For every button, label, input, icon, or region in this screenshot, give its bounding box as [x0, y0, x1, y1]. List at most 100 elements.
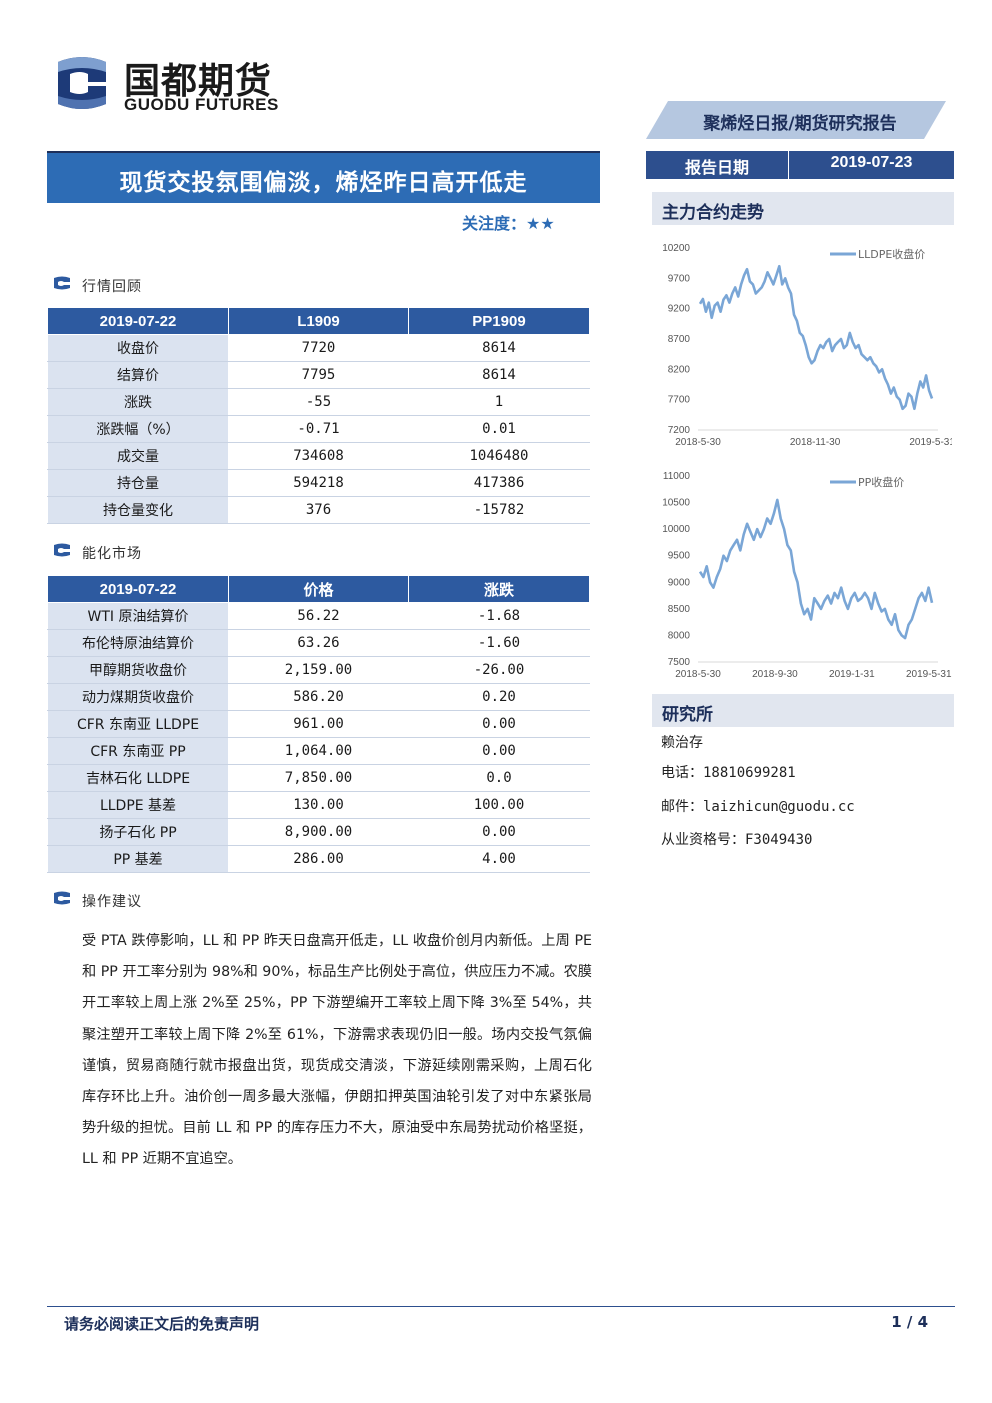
x-tick-label: 2018-11-30: [790, 437, 841, 448]
company-name-en: GUODU FUTURES: [124, 95, 279, 114]
row-label: 成交量: [47, 442, 229, 470]
table-cell: -0.71: [228, 415, 409, 443]
x-tick-label: 2018-5-30: [675, 669, 721, 680]
row-label: CFR 东南亚 PP: [47, 737, 229, 765]
company-name-cn: 国都期货: [124, 61, 273, 102]
date-divider: [788, 151, 789, 179]
table-cell: 1: [408, 388, 590, 416]
y-tick-label: 8500: [668, 604, 691, 615]
table-header-cell: 涨跌: [408, 575, 590, 603]
advice-paragraph: 受 PTA 跌停影响，LL 和 PP 昨天日盘高开低走，LL 收盘价创月内新低。…: [82, 933, 592, 1168]
table-cell: 0.01: [408, 415, 590, 443]
table-cell: -26.00: [408, 656, 590, 684]
y-tick-label: 7700: [668, 395, 691, 406]
x-tick-label: 2019-1-31: [829, 669, 875, 680]
row-label: 涨跌幅（%）: [47, 415, 229, 443]
table-cell: 0.00: [408, 710, 590, 738]
table-cell: 130.00: [228, 791, 409, 819]
table-cell: 0.0: [408, 764, 590, 792]
table-cell: -1.60: [408, 629, 590, 657]
trend-section-header: [652, 192, 954, 225]
row-label: 甲醇期货收盘价: [47, 656, 229, 684]
analyst-name: 赖治存: [661, 735, 703, 751]
table-cell: 0.00: [408, 737, 590, 765]
table-cell: -55: [228, 388, 409, 416]
table-cell: 594218: [228, 469, 409, 497]
legend-label: PP收盘价: [858, 475, 904, 489]
section-bullet-icon: [54, 276, 70, 290]
row-label: PP 基差: [47, 845, 229, 873]
table-cell: 7795: [228, 361, 409, 389]
table-cell: 0.20: [408, 683, 590, 711]
y-tick-label: 9700: [668, 273, 691, 284]
page-number: 1 / 4: [891, 1313, 928, 1331]
table-cell: 63.26: [228, 629, 409, 657]
report-type-banner: [646, 101, 946, 139]
y-tick-label: 8000: [668, 630, 691, 641]
section-heading-energy-market: 能化市场: [82, 546, 142, 562]
row-label: 扬子石化 PP: [47, 818, 229, 846]
y-tick-label: 10200: [662, 243, 690, 254]
table-cell: 586.20: [228, 683, 409, 711]
y-tick-label: 9500: [668, 551, 691, 562]
table-header-cell: 2019-07-22: [47, 307, 229, 335]
row-label: LLDPE 基差: [47, 791, 229, 819]
table-cell: 1,064.00: [228, 737, 409, 765]
table-header-cell: PP1909: [408, 307, 590, 335]
report-date-value: 2019-07-23: [830, 154, 913, 171]
y-tick-label: 11000: [663, 471, 691, 482]
y-tick-label: 10000: [662, 524, 690, 535]
x-tick-label: 2018-5-30: [675, 437, 721, 448]
table-cell: 8,900.00: [228, 818, 409, 846]
table-header-cell: 2019-07-22: [47, 575, 229, 603]
table-cell: 8614: [408, 334, 590, 362]
row-label: 动力煤期货收盘价: [47, 683, 229, 711]
section-bullet-icon: [54, 891, 70, 905]
x-tick-label: 2019-5-31: [909, 437, 952, 448]
report-date-label: 报告日期: [684, 158, 749, 177]
row-label: 布伦特原油结算价: [47, 629, 229, 657]
energy-market-table: 2019-07-22 价格 涨跌 WTI 原油结算价 56.22 -1.68 布伦特…: [47, 575, 590, 873]
trend-section-title: 主力合约走势: [662, 203, 764, 223]
y-tick-label: 9000: [668, 577, 691, 588]
table-header-cell: 价格: [228, 575, 409, 603]
table-cell: 7,850.00: [228, 764, 409, 792]
page-title: 现货交投氛围偏淡，烯烃昨日高开低走: [119, 170, 528, 196]
series-line: [698, 264, 934, 411]
section-bullet-icon: [54, 543, 70, 557]
report-type-label: 聚烯烃日报/期货研究报告: [703, 114, 897, 134]
footer-rule: [47, 1306, 955, 1307]
table-cell: -1.68: [408, 602, 590, 630]
table-header-cell: L1909: [228, 307, 409, 335]
section-heading-market-review: 行情回顾: [82, 279, 142, 295]
table-cell: 56.22: [228, 602, 409, 630]
analyst-phone: 电话：18810699281: [661, 765, 796, 781]
y-tick-label: 9200: [668, 304, 691, 315]
row-label: 持仓量: [47, 469, 229, 497]
table-cell: -15782: [408, 496, 590, 524]
table-cell: 2,159.00: [228, 656, 409, 684]
table-cell: 376: [228, 496, 409, 524]
table-cell: 1046480: [408, 442, 590, 470]
y-tick-label: 8200: [668, 364, 691, 375]
row-label: 涨跌: [47, 388, 229, 416]
legend-label: LLDPE收盘价: [858, 247, 925, 261]
row-label: 结算价: [47, 361, 229, 389]
section-heading-advice: 操作建议: [82, 894, 142, 910]
pp-price-chart: 110001050010000950090008500800075002018-…: [662, 471, 952, 680]
focus-rating: 关注度：★★: [462, 214, 555, 233]
table-cell: 0.00: [408, 818, 590, 846]
analyst-email[interactable]: 邮件：laizhicun@guodu.cc: [661, 799, 855, 815]
row-label: 吉林石化 LLDPE: [47, 764, 229, 792]
futures-quote-table: 2019-07-22 L1909 PP1909 收盘价 7720 8614 结算价 7…: [47, 307, 590, 524]
title-rule: [47, 151, 600, 153]
table-cell: 417386: [408, 469, 590, 497]
table-cell: 100.00: [408, 791, 590, 819]
table-cell: 961.00: [228, 710, 409, 738]
y-tick-label: 10500: [662, 498, 690, 509]
date-bar: [646, 151, 954, 179]
y-tick-label: 8700: [668, 334, 691, 345]
table-cell: 8614: [408, 361, 590, 389]
x-tick-label: 2019-5-31: [906, 669, 952, 680]
